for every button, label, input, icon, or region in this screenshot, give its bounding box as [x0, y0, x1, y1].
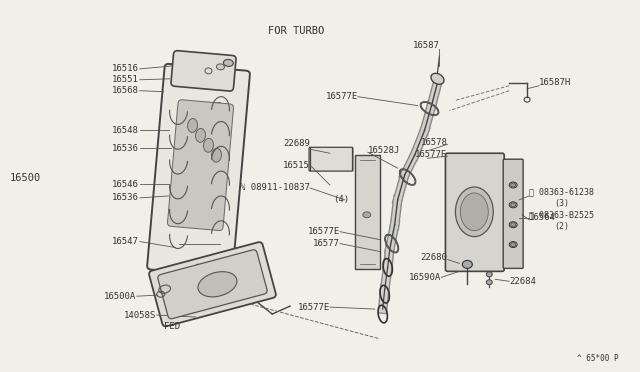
Ellipse shape [462, 260, 472, 268]
Text: (3): (3) [554, 199, 569, 208]
Polygon shape [355, 155, 380, 269]
Ellipse shape [511, 223, 516, 227]
Text: 16577: 16577 [313, 239, 340, 248]
Text: 16547: 16547 [112, 237, 139, 246]
Ellipse shape [460, 193, 488, 231]
FancyBboxPatch shape [158, 250, 267, 319]
Text: Ⓢ 08363-61238: Ⓢ 08363-61238 [529, 187, 594, 196]
FancyBboxPatch shape [503, 159, 523, 268]
Text: (4): (4) [333, 195, 349, 204]
Text: 16587: 16587 [413, 41, 440, 49]
FancyBboxPatch shape [158, 80, 239, 261]
Text: 16577E: 16577E [415, 150, 447, 159]
Ellipse shape [198, 272, 237, 297]
Text: 16578: 16578 [420, 138, 447, 147]
Ellipse shape [511, 183, 516, 187]
Ellipse shape [511, 243, 516, 247]
Ellipse shape [216, 64, 225, 70]
Text: 16500A: 16500A [104, 292, 136, 301]
Ellipse shape [431, 73, 444, 84]
Ellipse shape [486, 272, 492, 277]
Text: 16528J: 16528J [368, 146, 400, 155]
Ellipse shape [509, 241, 517, 247]
Text: 16577E: 16577E [298, 302, 330, 312]
FancyBboxPatch shape [445, 153, 504, 271]
Text: FED: FED [164, 323, 180, 331]
FancyBboxPatch shape [153, 72, 244, 269]
Text: 16577E: 16577E [326, 92, 358, 101]
FancyBboxPatch shape [147, 64, 250, 276]
FancyBboxPatch shape [149, 242, 276, 326]
Ellipse shape [511, 203, 516, 207]
FancyBboxPatch shape [309, 147, 353, 171]
Text: 16564: 16564 [529, 213, 556, 222]
Text: 16577E: 16577E [308, 227, 340, 236]
Text: ^ 65*00 P: ^ 65*00 P [577, 354, 619, 363]
Ellipse shape [456, 187, 493, 237]
Text: 16546: 16546 [112, 180, 139, 189]
Text: 22680: 22680 [420, 253, 447, 262]
Ellipse shape [509, 222, 517, 228]
Text: 16587H: 16587H [539, 78, 572, 87]
Text: 16516: 16516 [112, 64, 139, 73]
Text: 16536: 16536 [112, 193, 139, 202]
Ellipse shape [363, 212, 371, 218]
Ellipse shape [509, 202, 517, 208]
Text: 22689: 22689 [283, 139, 310, 148]
FancyBboxPatch shape [171, 51, 236, 91]
Ellipse shape [188, 119, 198, 132]
Ellipse shape [509, 182, 517, 188]
Ellipse shape [204, 138, 214, 152]
Text: FOR TURBO: FOR TURBO [268, 26, 324, 36]
Ellipse shape [223, 60, 234, 67]
Ellipse shape [486, 280, 492, 285]
FancyBboxPatch shape [168, 100, 234, 231]
Text: 16500: 16500 [10, 173, 40, 183]
Text: 16551: 16551 [112, 75, 139, 84]
Text: 16536: 16536 [112, 144, 139, 153]
Text: (2): (2) [554, 222, 569, 231]
Text: 16568: 16568 [112, 86, 139, 95]
Text: 16590A: 16590A [409, 273, 442, 282]
Text: Ⓢ 08363-B2525: Ⓢ 08363-B2525 [529, 210, 594, 219]
Text: 22684: 22684 [509, 277, 536, 286]
Text: 14058S: 14058S [124, 311, 156, 320]
Text: 16515: 16515 [283, 161, 310, 170]
Ellipse shape [196, 128, 205, 142]
Ellipse shape [211, 148, 221, 162]
Text: 16548: 16548 [112, 126, 139, 135]
Text: ℕ 08911-10837: ℕ 08911-10837 [240, 183, 310, 192]
